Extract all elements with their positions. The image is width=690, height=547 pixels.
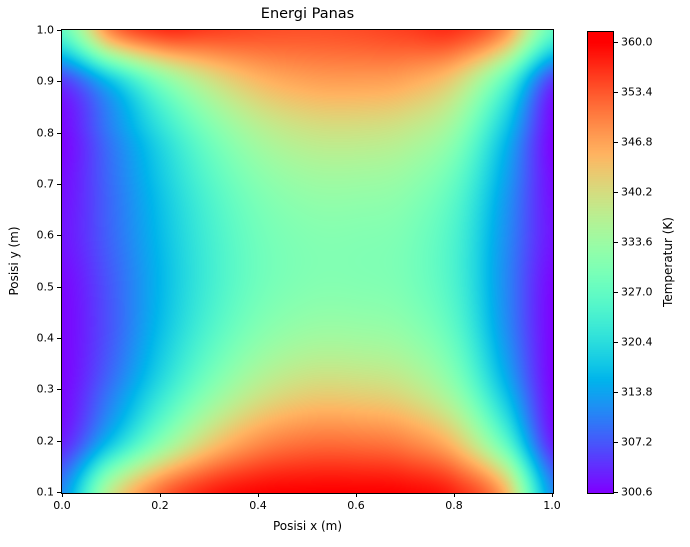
y-axis-label: Posisi y (m) — [7, 226, 21, 296]
y-tick-mark — [57, 30, 61, 31]
y-tick-label: 0.3 — [36, 382, 55, 396]
plot-title: Energi Panas — [260, 6, 355, 22]
colorbar-canvas — [588, 32, 613, 493]
x-tick-mark — [62, 493, 63, 497]
x-tick-label: 0.2 — [151, 499, 169, 512]
colorbar-tick-label: 300.6 — [621, 485, 653, 499]
colorbar-tick-mark — [614, 42, 618, 43]
colorbar-tick-mark — [614, 442, 618, 443]
colorbar-tick-label: 360.0 — [621, 35, 653, 49]
x-tick-mark — [454, 493, 455, 497]
colorbar-label: Temperatur (K) — [661, 217, 675, 307]
colorbar-tick-label: 353.4 — [621, 85, 653, 99]
y-tick-label: 0.1 — [36, 485, 55, 499]
colorbar-tick-label: 307.2 — [621, 435, 653, 449]
colorbar-tick-label: 320.4 — [621, 335, 653, 349]
colorbar-tick-label: 333.6 — [621, 235, 653, 249]
y-tick-label: 0.4 — [36, 331, 55, 345]
y-tick-label: 1.0 — [36, 23, 55, 37]
y-tick-label: 0.2 — [36, 434, 55, 448]
y-tick-label: 0.9 — [36, 74, 55, 88]
colorbar-tick-mark — [614, 92, 618, 93]
colorbar-tick-mark — [614, 192, 618, 193]
x-tick-label: 0.8 — [445, 499, 463, 512]
y-tick-mark — [57, 389, 61, 391]
y-tick-label: 0.8 — [36, 126, 55, 140]
y-tick-mark — [57, 338, 61, 339]
colorbar-tick-label: 327.0 — [621, 285, 653, 299]
y-tick-mark — [57, 81, 61, 83]
colorbar-tick-mark — [614, 492, 618, 493]
y-tick-mark — [57, 184, 61, 185]
y-tick-label: 0.5 — [36, 280, 55, 294]
colorbar-tick-label: 340.2 — [621, 185, 653, 199]
x-tick-label: 0.6 — [347, 499, 365, 512]
x-tick-mark — [258, 493, 259, 497]
y-tick-mark — [57, 132, 61, 134]
axes-area — [61, 29, 554, 494]
colorbar-tick-mark — [614, 392, 618, 393]
x-tick-mark — [552, 493, 553, 497]
y-tick-mark — [57, 286, 61, 288]
colorbar-tick-mark — [614, 242, 618, 243]
colorbar-tick-label: 313.8 — [621, 385, 653, 399]
colorbar-tick-label: 346.8 — [621, 135, 653, 149]
x-tick-label: 0.0 — [53, 499, 71, 512]
y-tick-label: 0.7 — [36, 177, 55, 191]
x-tick-mark — [160, 493, 161, 497]
heatmap-canvas — [62, 30, 553, 493]
y-tick-mark — [57, 235, 61, 237]
colorbar — [587, 31, 614, 494]
colorbar-tick-mark — [614, 342, 618, 343]
y-tick-mark — [57, 492, 61, 493]
y-tick-label: 0.6 — [36, 228, 55, 242]
y-tick-mark — [57, 440, 61, 442]
x-tick-mark — [356, 493, 357, 497]
x-tick-label: 0.4 — [249, 499, 267, 512]
colorbar-tick-mark — [614, 292, 618, 293]
x-axis-label: Posisi x (m) — [272, 519, 343, 533]
x-tick-label: 1.0 — [543, 499, 561, 512]
colorbar-tick-mark — [614, 142, 618, 143]
